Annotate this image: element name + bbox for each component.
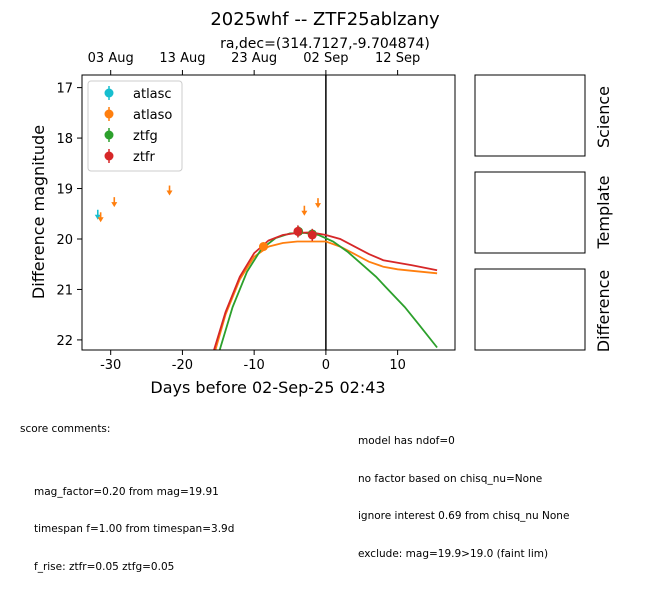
legend-label: atlasc: [133, 87, 172, 102]
x-tick-label: -10: [244, 358, 265, 373]
template-panel: [474, 171, 586, 254]
legend-label: ztfg: [133, 129, 158, 144]
legend-marker: [104, 88, 114, 98]
top-tick-label: 02 Sep: [303, 51, 348, 66]
upper-limit-head: [97, 217, 104, 223]
y-tick-label: 22: [56, 334, 73, 349]
x-tick-label: -30: [100, 358, 121, 373]
chart-title: 2025whf -- ZTF25ablzany: [210, 9, 440, 30]
x-tick-label: 10: [389, 358, 406, 373]
y-tick-label: 17: [56, 82, 73, 97]
legend-marker: [104, 130, 114, 140]
model-curve-atlaso: [214, 240, 438, 350]
top-tick-label: 12 Sep: [375, 51, 420, 66]
difference-panel-label: Difference: [594, 270, 613, 352]
score-comment-line: mag_factor=0.20 from mag=19.91: [34, 485, 219, 498]
score-comment-line: no factor based on chisq_nu=None: [358, 472, 543, 485]
score-comments-right: model has ndof=0 no factor based on chis…: [358, 410, 569, 573]
upper-limit-atlaso: [314, 198, 321, 209]
science-panel: [474, 74, 586, 157]
template-panel-label: Template: [594, 175, 613, 249]
legend-label: atlaso: [133, 108, 172, 123]
difference-panel: [474, 268, 586, 351]
plot-frame: [81, 74, 456, 351]
y-tick-label: 20: [56, 233, 73, 248]
x-axis-label: Days before 02-Sep-25 02:43: [150, 378, 385, 397]
detection-ztfr: [293, 226, 303, 236]
upper-limit-head: [314, 203, 321, 209]
y-tick-label: 21: [56, 283, 73, 298]
upper-limit-head: [166, 190, 173, 196]
upper-limit-atlasc: [94, 209, 101, 220]
legend-label: ztfr: [133, 150, 155, 165]
upper-limit-atlaso: [301, 205, 308, 216]
upper-limit-head: [111, 202, 118, 208]
y-axis-label: Difference magnitude: [29, 125, 48, 299]
legend-marker: [104, 151, 114, 161]
score-comment-line: model has ndof=0: [358, 435, 455, 447]
score-comments-left: score comments: mag_factor=0.20 from mag…: [20, 398, 234, 611]
upper-limit-atlaso: [166, 185, 173, 196]
top-tick-label: 03 Aug: [88, 51, 134, 66]
top-tick-label: 13 Aug: [159, 51, 205, 66]
y-tick-label: 18: [56, 132, 73, 147]
detection-ztfr: [307, 230, 317, 240]
upper-limit-head: [301, 210, 308, 216]
legend-box: [87, 80, 183, 172]
score-comments-header: score comments:: [20, 423, 111, 435]
model-curve-ztfr: [213, 231, 438, 350]
x-tick-label: 0: [322, 358, 330, 373]
legend-marker: [104, 109, 114, 119]
plot-clip-group: [94, 75, 438, 350]
detection-atlaso: [258, 242, 268, 252]
score-comment-line: f_rise: ztfr=0.05 ztfg=0.05: [34, 560, 175, 573]
upper-limit-atlaso: [97, 212, 104, 223]
top-tick-label: 23 Aug: [231, 51, 277, 66]
upper-limit-atlaso: [111, 197, 118, 208]
light-curve-chart: 2025whf -- ZTF25ablzany ra,dec=(314.7127…: [29, 9, 613, 397]
legend: atlasc atlaso ztfg ztfr: [87, 80, 183, 172]
score-comment-line: timespan f=1.00 from timespan=3.9d: [34, 523, 235, 535]
model-curve-ztfg: [218, 231, 438, 350]
chart-subtitle: ra,dec=(314.7127,-9.704874): [220, 36, 430, 52]
y-tick-label: 19: [56, 183, 73, 198]
science-panel-label: Science: [594, 86, 613, 148]
x-tick-label: -20: [172, 358, 193, 373]
upper-limit-head: [94, 214, 101, 220]
plot-area: [94, 75, 438, 350]
score-comment-line: exclude: mag=19.9>19.0 (faint lim): [358, 547, 549, 560]
score-comment-line: ignore interest 0.69 from chisq_nu None: [358, 510, 570, 522]
